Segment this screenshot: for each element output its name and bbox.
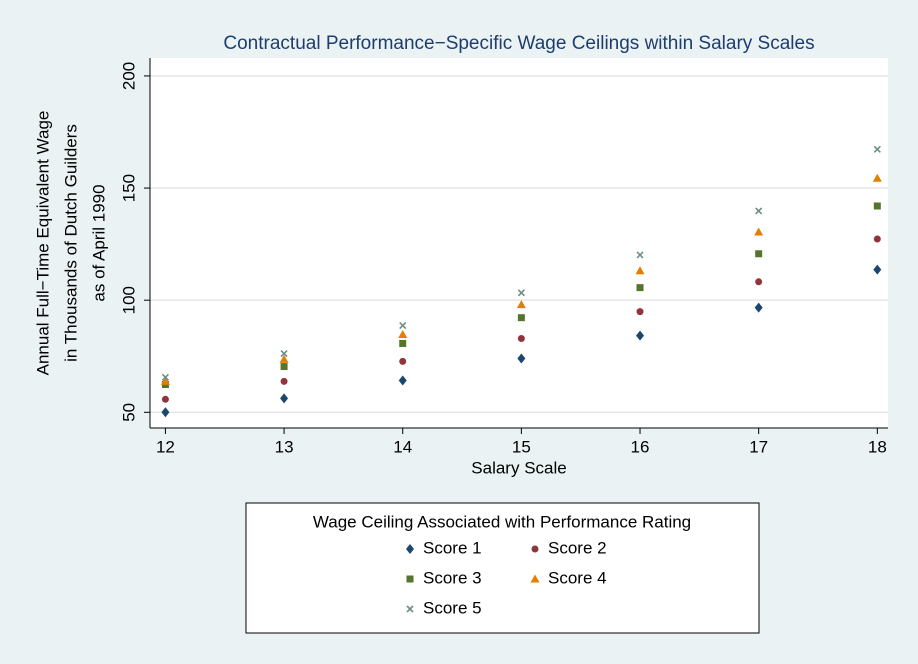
point — [873, 235, 881, 243]
x-tick-label: 15 — [512, 437, 531, 456]
x-tick-label: 14 — [393, 437, 412, 456]
y-axis-label: as of April 1990 — [89, 184, 108, 301]
point — [754, 227, 764, 236]
legend-label: Score 4 — [548, 568, 607, 587]
point — [517, 353, 526, 364]
point — [280, 393, 289, 404]
point — [636, 251, 644, 259]
point — [280, 377, 288, 385]
x-tick-label: 17 — [749, 437, 768, 456]
legend-label: Score 1 — [423, 538, 482, 557]
point — [517, 314, 525, 322]
point — [279, 354, 289, 363]
point — [636, 330, 645, 341]
point — [160, 376, 170, 385]
legend-marker — [406, 575, 414, 583]
x-tick-label: 16 — [631, 437, 650, 456]
plot-area — [150, 58, 888, 428]
x-tick-label: 13 — [275, 437, 294, 456]
point — [636, 308, 644, 316]
point — [280, 349, 288, 358]
legend-marker — [530, 574, 540, 583]
chart-title: Contractual Performance−Specific Wage Ce… — [223, 33, 814, 54]
y-axis-label: Annual Full−Time Equivalent Wage — [33, 111, 52, 376]
point — [755, 207, 763, 215]
legend-marker — [531, 545, 539, 553]
x-axis-label: Salary Scale — [471, 458, 566, 477]
point — [161, 373, 169, 381]
point — [161, 407, 170, 418]
point — [399, 321, 407, 330]
point — [754, 302, 763, 313]
y-tick-label: 200 — [119, 62, 138, 90]
legend-label: Score 3 — [423, 568, 482, 587]
legend-box — [245, 502, 760, 634]
point — [399, 339, 407, 347]
y-tick-label: 50 — [119, 403, 138, 422]
legend-marker — [406, 605, 414, 613]
point — [755, 278, 763, 286]
point — [872, 173, 882, 182]
point — [873, 202, 881, 210]
point — [517, 335, 525, 343]
point — [516, 300, 526, 309]
point — [873, 264, 882, 275]
y-axis-label: in Thousands of Dutch Guilders — [61, 124, 80, 362]
legend-label: Score 5 — [423, 598, 482, 617]
point — [517, 289, 525, 297]
point — [636, 284, 644, 292]
point — [280, 363, 288, 371]
legend-title: Wage Ceiling Associated with Performance… — [313, 512, 691, 531]
point — [635, 266, 645, 275]
point — [755, 250, 763, 258]
legend-marker — [406, 544, 414, 554]
legend-label: Score 2 — [548, 538, 607, 557]
x-tick-label: 12 — [156, 437, 175, 456]
point — [873, 145, 881, 153]
y-tick-label: 150 — [119, 174, 138, 202]
point — [399, 357, 407, 365]
point — [398, 375, 407, 386]
point — [161, 395, 169, 403]
x-tick-label: 18 — [868, 437, 887, 456]
point — [398, 329, 408, 338]
y-tick-label: 100 — [119, 286, 138, 314]
